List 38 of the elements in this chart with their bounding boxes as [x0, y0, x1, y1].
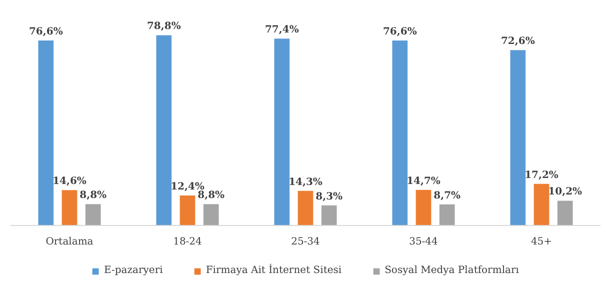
data-label: 14,3%	[288, 176, 323, 188]
data-label: 72,6%	[500, 36, 536, 48]
data-label: 12,4%	[170, 181, 205, 192]
bar	[321, 205, 337, 226]
bar	[85, 204, 101, 226]
bar	[203, 204, 219, 226]
data-label: 76,6%	[382, 26, 418, 38]
data-label: 78,8%	[146, 21, 182, 32]
bar	[298, 190, 314, 226]
bar	[156, 35, 172, 226]
data-label: 14,6%	[52, 176, 87, 188]
bar	[392, 40, 408, 226]
legend-label: E-pazaryeri	[104, 265, 163, 276]
x-tick-label: 35-44	[409, 236, 438, 248]
bar	[38, 40, 54, 226]
data-label: 8,3%	[316, 191, 344, 202]
x-tick-label: 18-24	[173, 236, 202, 248]
bar	[534, 184, 550, 226]
data-label: 8,8%	[80, 190, 108, 202]
legend-label: Firmaya Ait İnternet Sitesi	[206, 265, 342, 276]
x-tick-label: Ortalama	[46, 236, 94, 248]
bar	[180, 195, 196, 226]
data-label: 77,4%	[264, 24, 300, 36]
legend-label: Sosyal Medya Platformları	[384, 265, 519, 276]
bar	[274, 38, 290, 226]
bar	[557, 200, 573, 226]
data-label: 17,2%	[524, 170, 559, 181]
x-tick-label: 45+	[530, 236, 552, 248]
bar	[510, 50, 526, 226]
bar	[62, 190, 78, 226]
x-tick-label: 25-34	[291, 236, 320, 248]
bar	[416, 190, 432, 226]
data-label: 14,7%	[406, 176, 441, 187]
data-label: 8,8%	[198, 190, 226, 202]
bar	[439, 204, 455, 226]
data-label: 10,2%	[548, 186, 583, 198]
data-label: 76,6%	[28, 26, 64, 38]
data-label: 8,7%	[434, 190, 462, 202]
